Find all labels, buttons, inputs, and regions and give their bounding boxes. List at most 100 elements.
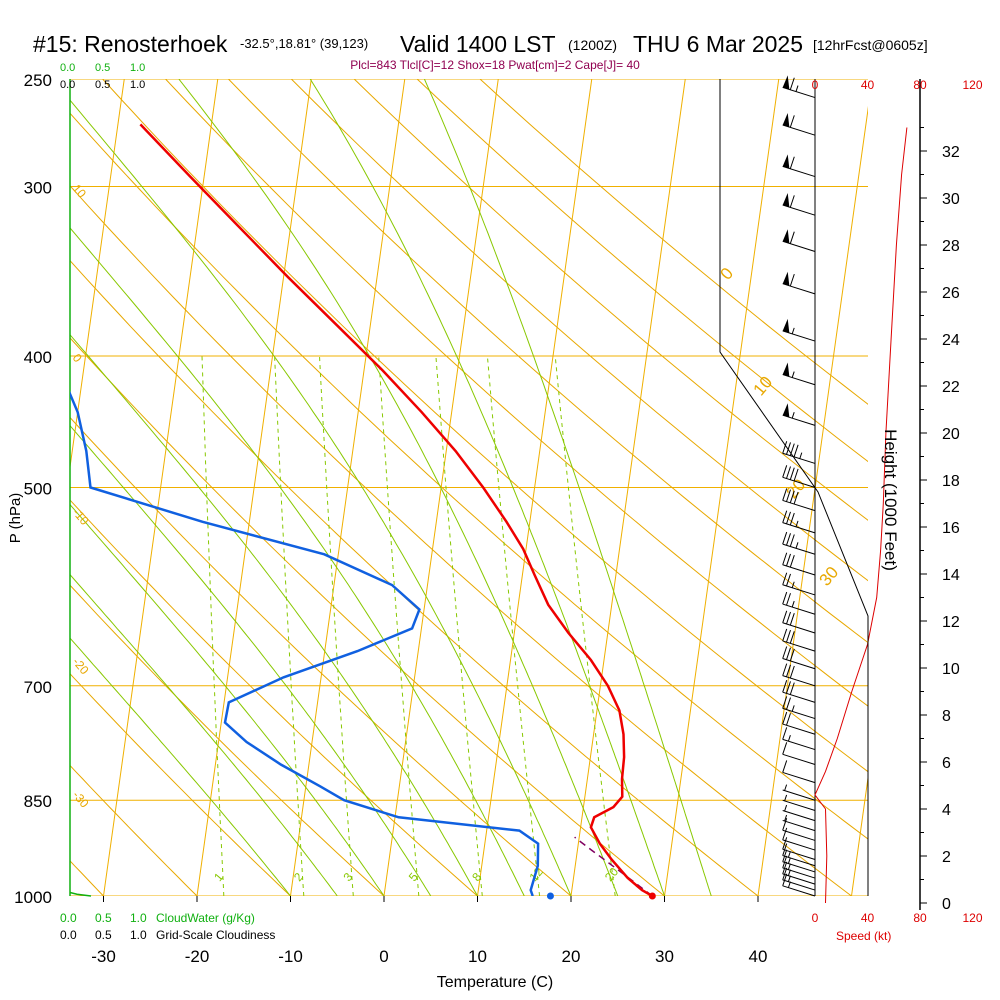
speed-tick-label-bottom: 120 <box>962 911 982 925</box>
wind-barb-staff <box>782 543 816 555</box>
wind-barb-staff <box>782 861 816 873</box>
height-tick-label: 30 <box>942 191 960 208</box>
dry-adiabat <box>102 79 868 773</box>
mixing-ratio-line <box>201 355 225 896</box>
wind-barb-staff <box>782 564 816 576</box>
wind-barb-full <box>782 760 788 773</box>
wind-barb-full <box>789 273 795 287</box>
wind-barb-staff <box>782 522 816 534</box>
wind-barb <box>782 488 816 512</box>
dry-adiabat-label: 0 <box>70 351 85 365</box>
height-tick-label: 2 <box>942 849 951 866</box>
wind-barb <box>782 510 816 534</box>
wind-barb-staff <box>782 707 816 720</box>
dry-adiabat-label: -10 <box>70 506 92 529</box>
wind-barb-full <box>782 680 788 693</box>
wind-barb-staff <box>782 691 816 703</box>
wind-barb-half <box>784 794 788 802</box>
wind-barb-full <box>793 491 799 505</box>
wind-barb <box>782 531 816 555</box>
wind-barb <box>782 814 816 832</box>
wind-barb-staff <box>782 723 816 735</box>
wind-barb-half <box>791 327 795 335</box>
wind-barb-half <box>787 735 791 742</box>
wind-barb-half <box>791 412 795 419</box>
wind-barb-staff <box>782 753 816 765</box>
wind-barb-full <box>786 442 791 455</box>
wind-barb-full <box>782 591 788 605</box>
wind-barb-full <box>782 711 788 725</box>
wind-barb <box>782 154 816 178</box>
height-tick-label: 12 <box>942 614 960 631</box>
isotherm--20 <box>196 79 312 896</box>
moist-adiabat <box>70 637 291 896</box>
mixing-ratio-line <box>319 355 354 896</box>
wind-barb <box>782 271 816 295</box>
dry-adiabat-label: -20 <box>70 655 92 678</box>
parcel-line <box>574 836 653 897</box>
wind-barb <box>782 663 816 687</box>
wind-barb-half <box>791 581 795 588</box>
wind-barb-full <box>786 511 791 525</box>
dry-adiabat <box>70 416 572 896</box>
height-tick-label: 26 <box>942 285 960 302</box>
cloud-tick-top-green-0: 0.0 <box>60 62 75 74</box>
pressure-tick-label: 850 <box>24 792 52 811</box>
pressure-tick-label: 500 <box>24 480 52 499</box>
wind-barb-full <box>793 444 799 458</box>
utc-time: (1200Z) <box>568 37 617 53</box>
wind-barb-full <box>782 837 788 850</box>
location-text: -32.5°,18.81° (39,123) <box>240 36 368 51</box>
wind-barb-flag <box>782 229 790 244</box>
wind-barb-flag <box>782 403 790 418</box>
wind-barb-half <box>795 520 799 528</box>
wind-barb-staff <box>782 603 816 615</box>
wind-barb-half <box>784 814 788 822</box>
cloud-tick-bottom-black-0: 0.0 <box>60 928 77 942</box>
cloudwater-label: CloudWater (g/Kg) <box>156 911 255 925</box>
dry-adiabat <box>353 79 868 521</box>
dry-adiabat <box>290 79 868 582</box>
moist-adiabat <box>423 79 712 896</box>
surface-temperature-marker <box>648 892 656 900</box>
speed-tick-label-top: 40 <box>861 78 875 92</box>
wind-barb-flag <box>782 318 790 333</box>
wind-barb-staff <box>782 622 816 634</box>
height-tick-label: 28 <box>942 238 960 255</box>
wind-barb-flag <box>782 271 790 286</box>
wind-barb-full <box>782 855 788 869</box>
mixing-ratio-line <box>274 355 305 896</box>
wind-barb-full <box>786 647 791 660</box>
wind-barb <box>782 229 816 252</box>
mixing-ratio-line <box>554 355 616 896</box>
wind-barb-full <box>786 573 791 587</box>
mixing-ratio-label: 8 <box>469 870 484 884</box>
wind-barb <box>782 827 816 851</box>
wind-barb <box>782 318 816 342</box>
isotherm-30 <box>664 79 780 896</box>
dewpoint-line <box>70 390 540 896</box>
wind-barb <box>782 680 816 703</box>
wind-barb-staff <box>782 86 816 99</box>
wind-barb-staff <box>782 124 816 136</box>
dry-adiabat <box>70 112 868 840</box>
height-tick-label: 6 <box>942 755 951 772</box>
wind-barb-full <box>789 534 795 547</box>
wind-barb-staff <box>782 675 816 687</box>
wind-barb-staff <box>782 885 816 897</box>
wind-barb-flag <box>782 112 790 128</box>
wind-barb-full <box>786 697 791 710</box>
isotherm-10 <box>477 79 593 896</box>
wind-barb <box>782 646 816 670</box>
wind-barb-full <box>789 115 795 128</box>
speed-tick-label-bottom: 0 <box>812 911 819 925</box>
wind-barb-flag <box>782 154 790 169</box>
wind-barb-full <box>782 572 788 585</box>
wind-barb <box>782 804 816 822</box>
wind-barb-staff <box>782 848 816 861</box>
wind-barb-staff <box>782 499 816 512</box>
wind-barb-full <box>786 629 791 643</box>
moist-adiabat <box>70 424 432 896</box>
wind-barb-full <box>782 818 788 831</box>
wind-barb-full <box>786 466 791 479</box>
